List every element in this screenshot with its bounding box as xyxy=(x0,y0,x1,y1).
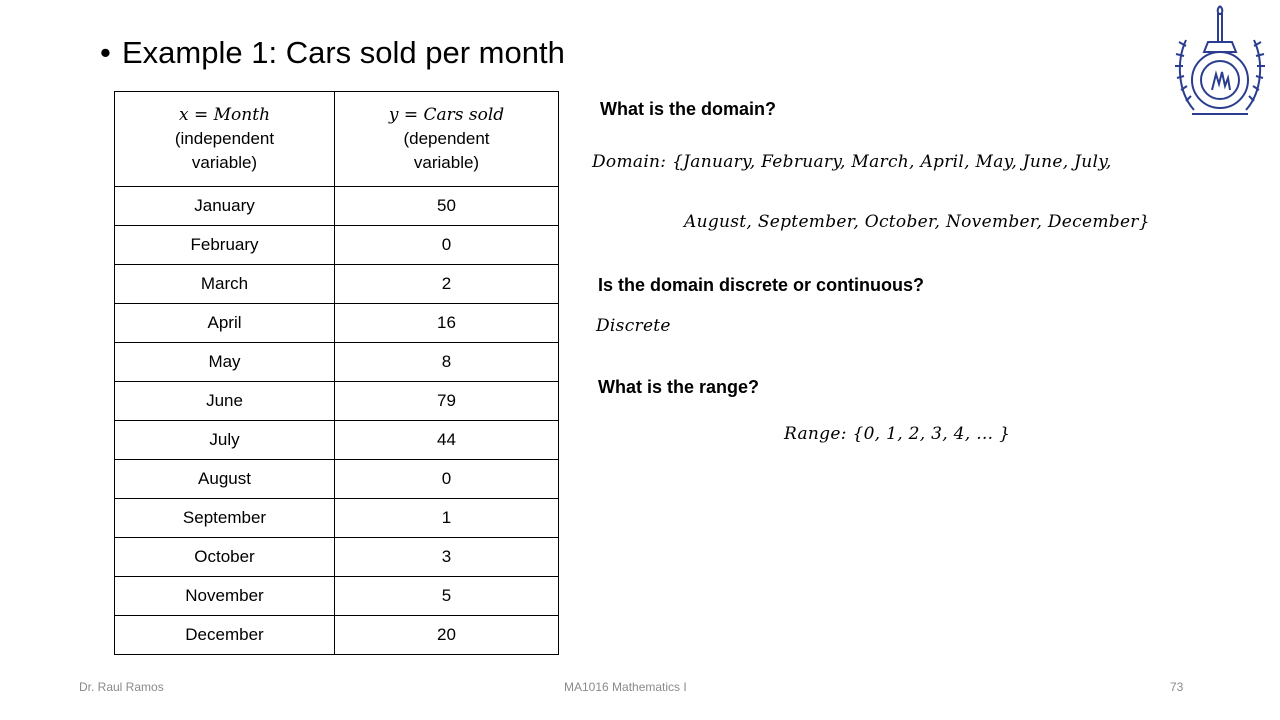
x-header-formula: x = Month xyxy=(178,105,271,125)
range-question: What is the range? xyxy=(598,377,760,397)
domain-answer-line2: August, September, October, November, De… xyxy=(684,212,1150,232)
month-cell: September xyxy=(114,498,335,538)
y-header-note-2: variable) xyxy=(413,153,480,172)
footer-page-number: 73 xyxy=(1170,680,1184,694)
month-cell: July xyxy=(114,420,335,460)
cars-sold-cell: 20 xyxy=(334,615,559,655)
table-header-row: x = Month (independent variable) y = Car… xyxy=(114,91,559,187)
month-cell: January xyxy=(114,186,335,226)
bullet: • xyxy=(100,35,111,70)
month-cell: April xyxy=(114,303,335,343)
x-header-note-2: variable) xyxy=(191,153,258,172)
month-cell: October xyxy=(114,537,335,577)
table-row: June 79 xyxy=(114,381,559,421)
table-row: October 3 xyxy=(114,537,559,577)
discrete-answer: Discrete xyxy=(596,316,671,336)
cars-sold-cell: 50 xyxy=(334,186,559,226)
y-header-cell: y = Cars sold (dependent variable) xyxy=(334,91,559,187)
table-row: July 44 xyxy=(114,420,559,460)
slide-title: • Example 1: Cars sold per month xyxy=(100,32,565,74)
footer-author: Dr. Raul Ramos xyxy=(79,680,164,694)
table-row: April 16 xyxy=(114,303,559,343)
cars-sold-cell: 1 xyxy=(334,498,559,538)
month-cell: August xyxy=(114,459,335,499)
title-text: Example 1: Cars sold per month xyxy=(122,35,565,70)
range-answer: Range: {0, 1, 2, 3, 4, … } xyxy=(784,424,1011,444)
cars-sold-cell: 44 xyxy=(334,420,559,460)
month-cell: November xyxy=(114,576,335,616)
month-cell: June xyxy=(114,381,335,421)
x-header-note-1: (independent xyxy=(174,129,275,148)
table-row: March 2 xyxy=(114,264,559,304)
cars-sold-cell: 16 xyxy=(334,303,559,343)
table-row: November 5 xyxy=(114,576,559,616)
cars-sold-cell: 2 xyxy=(334,264,559,304)
footer-course: MA1016 Mathematics I xyxy=(564,680,687,694)
y-header-formula: y = Cars sold xyxy=(388,105,505,125)
cars-sold-cell: 8 xyxy=(334,342,559,382)
month-cell: May xyxy=(114,342,335,382)
discrete-question: Is the domain discrete or continuous? xyxy=(598,275,925,295)
month-cell: February xyxy=(114,225,335,265)
domain-question: What is the domain? xyxy=(600,99,777,119)
tecnologico-de-monterrey-seal-icon xyxy=(1175,5,1265,115)
table-row: August 0 xyxy=(114,459,559,499)
table-row: May 8 xyxy=(114,342,559,382)
domain-answer-line1: Domain: {January, February, March, April… xyxy=(592,152,1112,172)
cars-sold-cell: 0 xyxy=(334,459,559,499)
cars-table: x = Month (independent variable) y = Car… xyxy=(114,91,559,655)
y-header-note-1: (dependent xyxy=(403,129,490,148)
table-row: September 1 xyxy=(114,498,559,538)
table-row: January 50 xyxy=(114,186,559,226)
month-cell: December xyxy=(114,615,335,655)
cars-sold-cell: 5 xyxy=(334,576,559,616)
cars-sold-cell: 0 xyxy=(334,225,559,265)
x-header-cell: x = Month (independent variable) xyxy=(114,91,335,187)
table-row: December 20 xyxy=(114,615,559,655)
table-row: February 0 xyxy=(114,225,559,265)
cars-sold-cell: 79 xyxy=(334,381,559,421)
cars-sold-cell: 3 xyxy=(334,537,559,577)
month-cell: March xyxy=(114,264,335,304)
